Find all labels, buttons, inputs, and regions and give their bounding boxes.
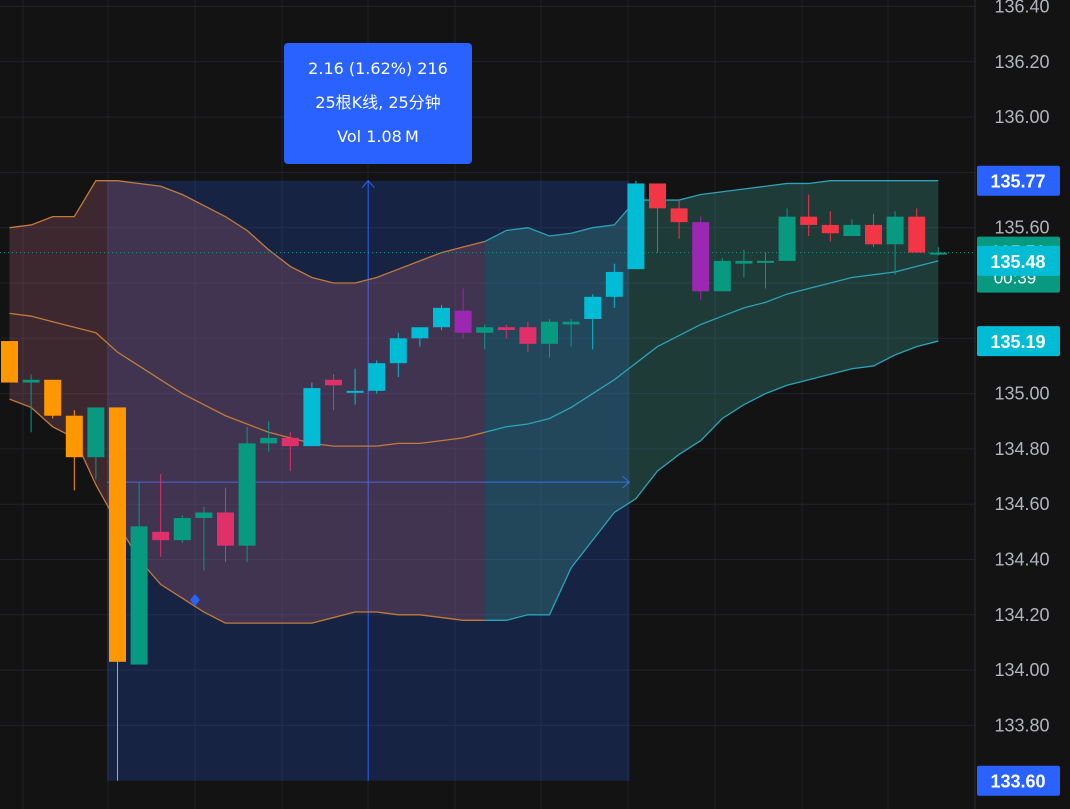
candle-body (476, 327, 494, 333)
price-axis-label-bg (977, 326, 1060, 357)
band-middle-line (9, 312, 485, 447)
candle-body (497, 327, 515, 331)
candle-body (195, 512, 213, 519)
candle-body (109, 407, 126, 662)
price-axis-label: 135.19 (990, 332, 1045, 352)
price-scale-bg (975, 0, 1070, 809)
measure-volume: Vol 1.08 M (337, 127, 419, 146)
candle-body (65, 415, 83, 458)
candle-body (541, 321, 558, 344)
candle-body (519, 327, 537, 344)
candle-body (217, 512, 234, 546)
candle-body (778, 216, 796, 261)
measure-arrow-head-right (622, 475, 631, 489)
signal-marker (190, 594, 200, 606)
measure-change: 2.16 (1.62%) 216 (308, 59, 448, 78)
candle-body (1, 341, 18, 383)
candle-body (649, 183, 666, 209)
price-tick-label: 135.00 (994, 384, 1049, 404)
price-tick-label: 134.40 (994, 550, 1049, 570)
candle-body (173, 518, 191, 541)
price-tick-label: 134.80 (994, 439, 1049, 459)
candle-body (260, 437, 278, 444)
candle-body (886, 216, 904, 245)
measure-bars: 25根K线, 25分钟 (315, 93, 441, 112)
measure-tooltip: 2.16 (1.62%) 216 25根K线, 25分钟 Vol 1.08 M (284, 43, 472, 164)
candle-body (238, 443, 256, 546)
candle-body (562, 321, 580, 325)
candle-body (757, 260, 774, 263)
candle-body (325, 379, 342, 386)
price-tick-label: 134.00 (994, 660, 1049, 680)
price-axis-label: 135.77 (990, 172, 1045, 192)
candle-body (389, 338, 407, 364)
candle-body (713, 260, 731, 292)
price-axis-label: 133.60 (990, 772, 1045, 792)
price-tick-label: 136.00 (994, 107, 1049, 127)
band-fill-warm (9, 180, 485, 624)
candle-body (929, 252, 947, 255)
candle-body (44, 379, 62, 416)
candle-body (908, 216, 926, 253)
price-tick-label: 134.60 (994, 494, 1049, 514)
candle-body (281, 437, 299, 447)
price-axis-label-bg (977, 165, 1060, 196)
candle-body (346, 390, 364, 393)
candle-body (368, 363, 386, 391)
candle-body (735, 260, 753, 264)
candle-body (605, 271, 623, 297)
candle-body (843, 224, 861, 236)
price-tick-label: 136.20 (994, 52, 1049, 72)
candle-body (303, 388, 321, 447)
candle-body (454, 310, 472, 333)
candle-body (411, 327, 429, 339)
price-tick-label: 135.60 (994, 218, 1049, 238)
candle-body (692, 222, 710, 292)
band-lower-line (9, 398, 485, 624)
band-upper-line-cool (484, 180, 939, 243)
candle-body (22, 379, 40, 383)
price-axis-label: 135.48 (990, 252, 1045, 272)
candle-body (821, 224, 839, 234)
candle-body (152, 531, 170, 541)
candle-body (670, 208, 688, 223)
candle-body (627, 183, 645, 270)
band-fill-cool (484, 180, 939, 621)
price-axis-label-bg (977, 245, 1060, 276)
price-tick-label: 136.40 (994, 0, 1049, 17)
candle-body (130, 526, 148, 665)
price-tick-label: 134.20 (994, 605, 1049, 625)
band-upper-line (9, 180, 485, 284)
band-lower-line-cool (484, 340, 939, 621)
candle-body (87, 407, 105, 458)
price-axis-label-bg (977, 765, 1060, 796)
price-tick-label: 133.80 (994, 715, 1049, 735)
measure-arrow-head (361, 179, 375, 189)
candle-body (584, 296, 602, 319)
candle-body (865, 224, 882, 245)
candle-body (433, 307, 450, 328)
candle-body (800, 216, 818, 225)
band-middle-line-cool (484, 260, 939, 433)
